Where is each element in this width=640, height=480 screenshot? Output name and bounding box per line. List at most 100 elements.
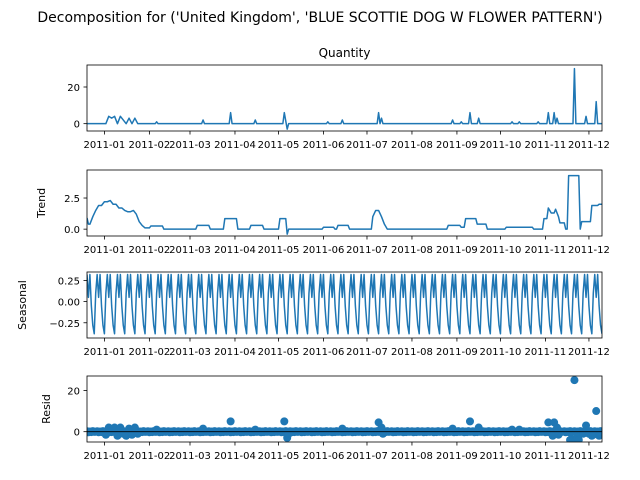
resid-point (251, 425, 260, 434)
resid-point (130, 423, 139, 432)
seasonal-ylabel: Seasonal (16, 280, 29, 330)
x-tick-label: 2011-03 (169, 451, 211, 462)
x-tick-label: 2011-06 (303, 347, 345, 358)
x-tick-label: 2011-10 (480, 140, 522, 151)
resid-point (284, 429, 293, 438)
x-tick-label: 2011-05 (258, 347, 300, 358)
seasonal-frame (86, 271, 603, 339)
seasonal-line (87, 273, 602, 335)
x-tick-label: 2011-07 (346, 245, 388, 256)
x-tick-label: 2011-11 (525, 451, 567, 462)
x-tick-label: 2011-04 (214, 245, 256, 256)
resid-point (377, 423, 386, 432)
x-tick-label: 2011-02 (128, 140, 170, 151)
x-tick-label: 2011-11 (525, 245, 567, 256)
y-tick-label: 2.5 (64, 194, 80, 205)
x-tick-label: 2011-01 (84, 347, 126, 358)
resid-point (226, 417, 235, 426)
resid-point (570, 376, 579, 385)
x-tick-label: 2011-12 (568, 140, 610, 151)
y-tick-label: 20 (67, 83, 80, 94)
x-tick-label: 2011-03 (169, 347, 211, 358)
y-tick-label: −0.25 (49, 319, 80, 330)
resid-point (582, 421, 591, 430)
resid-point (474, 423, 483, 432)
x-tick-label: 2011-05 (258, 451, 300, 462)
resid-point (553, 423, 562, 432)
resid-frame (86, 375, 603, 443)
x-tick-label: 2011-05 (258, 140, 300, 151)
x-tick-label: 2011-10 (480, 347, 522, 358)
resid-point (280, 417, 289, 426)
observed-frame (86, 64, 603, 132)
x-tick-label: 2011-01 (84, 140, 126, 151)
x-tick-label: 2011-02 (128, 245, 170, 256)
resid-point (448, 424, 457, 433)
x-tick-label: 2011-04 (214, 347, 256, 358)
x-tick-label: 2011-02 (128, 451, 170, 462)
resid-point (574, 435, 583, 442)
resid-point (544, 418, 553, 427)
y-tick-label: 0.25 (58, 276, 80, 287)
x-tick-label: 2011-02 (128, 347, 170, 358)
resid-point (116, 423, 125, 432)
x-tick-label: 2011-07 (346, 451, 388, 462)
x-tick-label: 2011-08 (391, 451, 433, 462)
resid-point (508, 425, 517, 434)
seasonal-data (87, 273, 602, 335)
resid-point (152, 425, 161, 434)
resid-point (465, 417, 474, 426)
x-tick-label: 2011-09 (436, 451, 478, 462)
x-tick-label: 2011-09 (436, 347, 478, 358)
resid-point (338, 424, 347, 433)
observed-line (87, 67, 602, 130)
x-tick-label: 2011-01 (84, 245, 126, 256)
x-tick-label: 2011-06 (303, 451, 345, 462)
resid-point (592, 407, 601, 416)
x-tick-label: 2011-04 (214, 140, 256, 151)
x-tick-label: 2011-11 (525, 347, 567, 358)
resid-point (554, 430, 563, 439)
y-tick-label: 0.0 (64, 225, 80, 236)
x-tick-label: 2011-05 (258, 245, 300, 256)
trend-frame (86, 169, 603, 237)
x-tick-label: 2011-03 (169, 245, 211, 256)
x-tick-label: 2011-11 (525, 140, 567, 151)
x-tick-label: 2011-06 (303, 245, 345, 256)
y-tick-label: 0 (74, 428, 80, 439)
x-tick-label: 2011-03 (169, 140, 211, 151)
figure-title: Decomposition for ('United Kingdom', 'BL… (37, 10, 602, 26)
resid-point (515, 425, 524, 434)
x-tick-label: 2011-12 (568, 451, 610, 462)
trend-data (87, 174, 602, 235)
x-tick-label: 2011-09 (436, 140, 478, 151)
y-tick-label: 0.00 (58, 298, 80, 309)
resid-point (133, 429, 142, 438)
x-tick-label: 2011-08 (391, 140, 433, 151)
resid-data (87, 376, 602, 442)
resid-point (596, 430, 602, 439)
x-tick-label: 2011-08 (391, 245, 433, 256)
x-tick-label: 2011-07 (346, 140, 388, 151)
x-tick-label: 2011-06 (303, 140, 345, 151)
x-tick-label: 2011-10 (480, 245, 522, 256)
x-tick-label: 2011-08 (391, 347, 433, 358)
trend-ylabel: Trend (35, 188, 48, 219)
y-tick-label: 0 (74, 120, 80, 131)
resid-point (378, 429, 387, 438)
resid-point (199, 424, 208, 433)
resid-point (101, 430, 110, 439)
x-tick-label: 2011-01 (84, 451, 126, 462)
trend-line (87, 174, 602, 235)
y-tick-label: 20 (67, 386, 80, 397)
x-tick-label: 2011-07 (346, 347, 388, 358)
x-tick-label: 2011-12 (568, 245, 610, 256)
resid-point (110, 423, 119, 432)
x-tick-label: 2011-10 (480, 451, 522, 462)
x-tick-label: 2011-09 (436, 245, 478, 256)
